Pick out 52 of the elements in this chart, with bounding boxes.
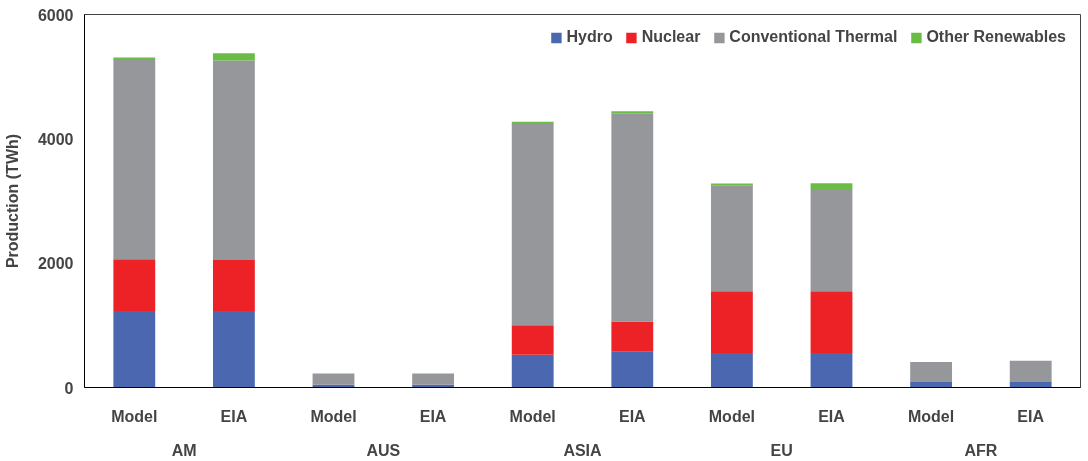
bar — [810, 291, 853, 353]
bar — [611, 321, 654, 352]
x-tick-label: EIA — [618, 407, 647, 425]
bar — [910, 381, 953, 388]
bar — [810, 188, 853, 292]
bar — [212, 260, 255, 312]
bar — [113, 259, 156, 312]
bar — [710, 353, 753, 388]
bar — [1009, 360, 1052, 382]
bar — [511, 122, 554, 326]
bar — [113, 59, 156, 260]
text: EU — [770, 441, 793, 459]
bar — [212, 311, 255, 388]
bar — [810, 183, 853, 189]
legend-label: Conventional Thermal — [729, 28, 898, 46]
bar — [113, 311, 156, 388]
bar — [611, 113, 654, 322]
bar — [412, 373, 455, 385]
y-axis-title: Production (TWh) — [3, 133, 21, 269]
bar — [212, 53, 255, 61]
bar — [511, 354, 554, 388]
bar — [312, 373, 355, 385]
bar — [113, 57, 156, 60]
text: AUS — [366, 441, 401, 459]
text: AFR — [964, 441, 998, 459]
x-tick-label: EIA — [1017, 407, 1045, 425]
bar — [710, 185, 753, 292]
bar — [710, 291, 753, 353]
y-tick-label: 6000 — [37, 6, 74, 24]
bar — [810, 353, 853, 388]
bar — [910, 362, 953, 382]
bar — [611, 351, 654, 388]
bar — [611, 111, 654, 114]
x-tick-label: EIA — [419, 407, 447, 425]
y-tick-label: 0 — [64, 379, 74, 397]
bar — [511, 325, 554, 355]
x-tick-label: Model — [111, 407, 158, 425]
x-tick-label: Model — [310, 407, 357, 425]
x-tick-label: EIA — [220, 407, 248, 425]
text: AM — [171, 441, 197, 459]
legend-label: Nuclear — [641, 28, 701, 46]
x-tick-label: Model — [907, 407, 955, 425]
text: ASIA — [563, 441, 603, 459]
x-tick-label: Model — [708, 407, 756, 425]
y-tick-label: 4000 — [37, 130, 74, 148]
bar — [212, 60, 255, 261]
legend-label: Other Renewables — [926, 28, 1066, 46]
x-tick-label: Model — [509, 407, 556, 425]
x-tick-label: EIA — [818, 407, 846, 425]
legend-label: Hydro — [566, 28, 613, 46]
y-tick-label: 2000 — [37, 255, 74, 273]
bar — [1009, 381, 1052, 388]
